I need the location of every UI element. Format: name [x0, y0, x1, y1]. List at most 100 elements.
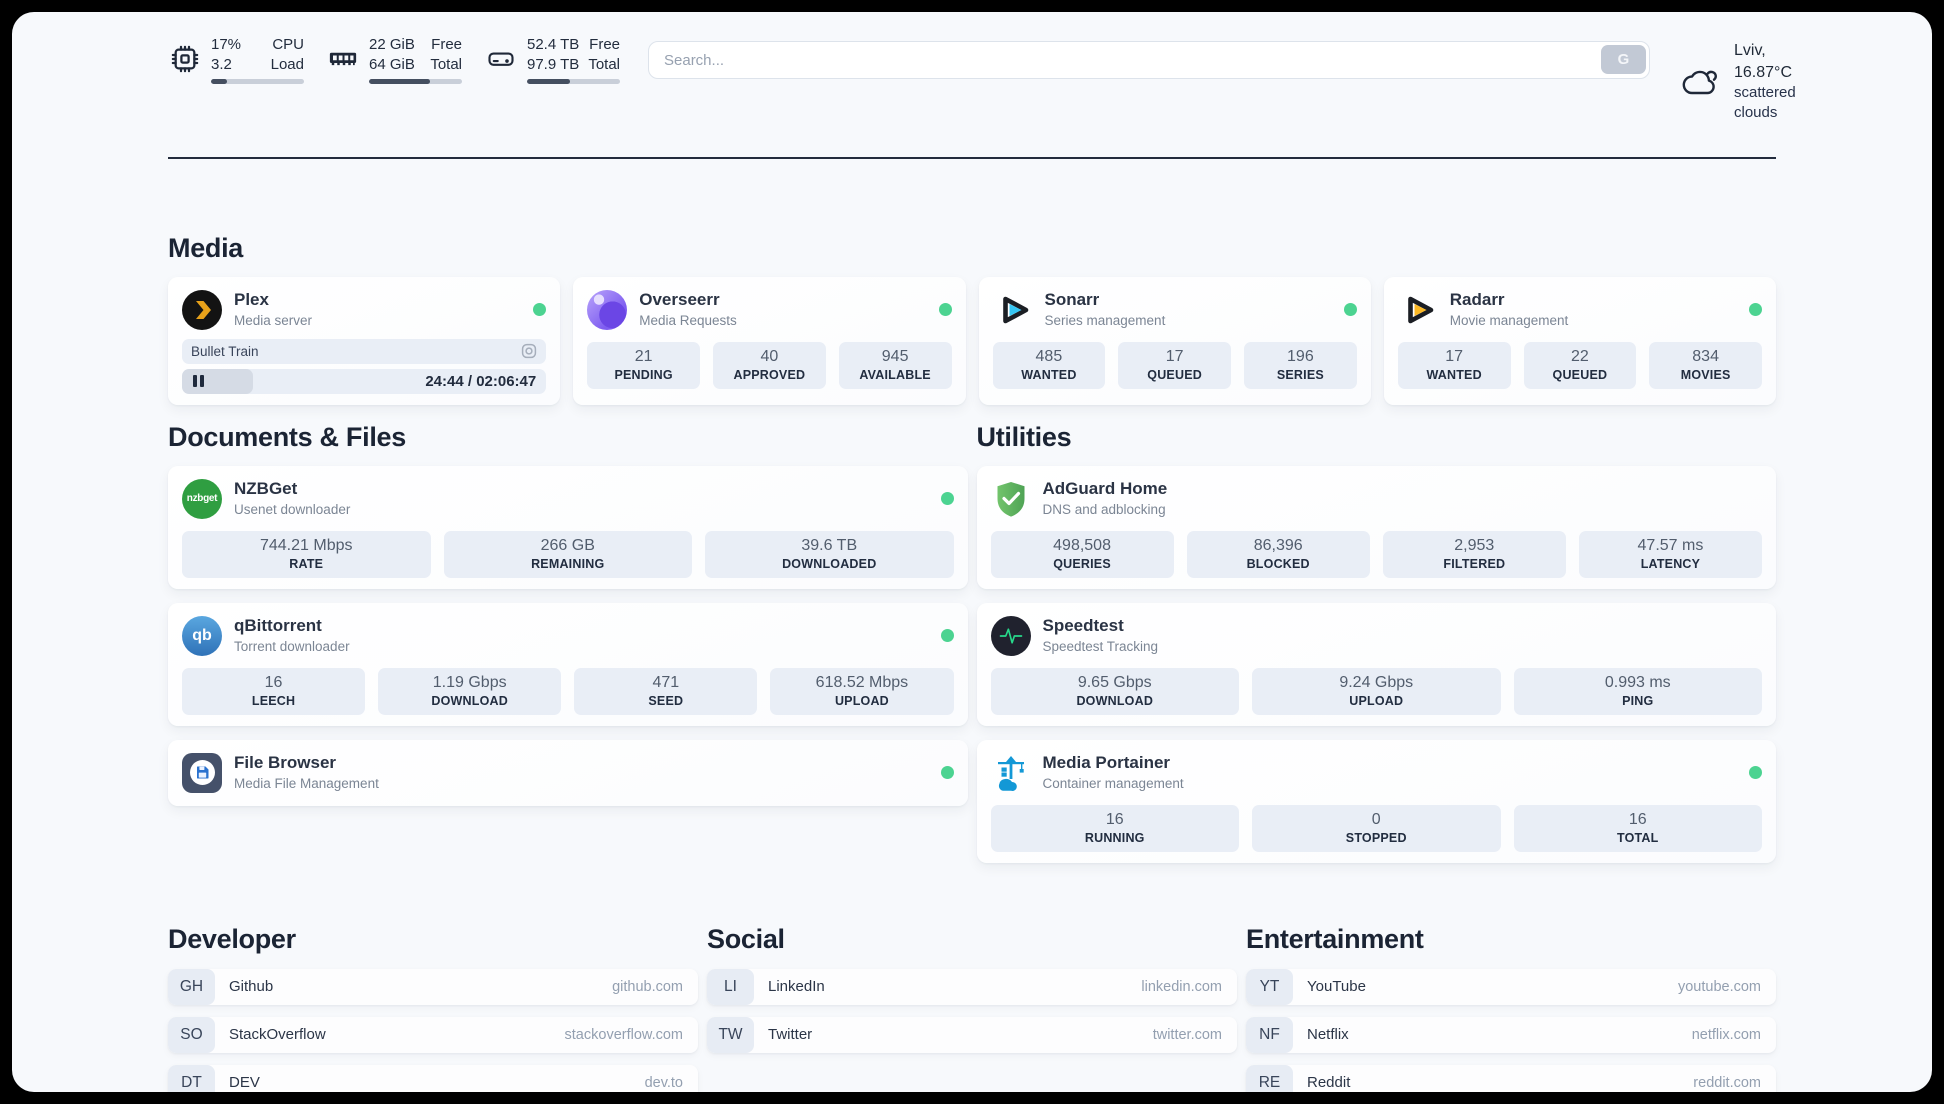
- bookmark-row-stackoverflow[interactable]: SO StackOverflow stackoverflow.com: [168, 1016, 698, 1053]
- service-name: qBittorrent: [234, 616, 322, 636]
- status-dot: [940, 492, 954, 506]
- radarr-card[interactable]: Radarr Movie management 17 WANTED 22 QUE…: [1383, 276, 1776, 405]
- bookmark-row-linkedin[interactable]: LI LinkedIn linkedin.com: [707, 968, 1237, 1005]
- pause-icon: [193, 375, 204, 388]
- bookmark-name: YouTube: [1307, 978, 1366, 996]
- disk-total-value: 97.9 TB: [527, 55, 580, 73]
- header-divider: [168, 156, 1776, 159]
- bookmark-row-youtube[interactable]: YT YouTube youtube.com: [1246, 968, 1776, 1005]
- service-subtitle: Usenet downloader: [234, 501, 351, 517]
- section-utilities: Utilities: [976, 422, 1776, 863]
- bookmark-name: DEV: [229, 1074, 260, 1092]
- service-subtitle: Container management: [1042, 775, 1184, 791]
- stat-total: 16 TOTAL: [1513, 804, 1762, 852]
- bookmark-url: dev.to: [644, 1074, 683, 1091]
- service-name: Sonarr: [1044, 290, 1100, 310]
- bookmark-row-dev[interactable]: DT DEV dev.to: [168, 1064, 698, 1092]
- cpu-label: CPU: [272, 36, 304, 53]
- service-name: Plex: [234, 290, 269, 310]
- portainer-icon: [991, 753, 1031, 793]
- bookmark-abbr: DT: [168, 1064, 215, 1092]
- search-input[interactable]: [648, 41, 1650, 79]
- section-title-media: Media: [168, 232, 244, 263]
- service-name: File Browser: [234, 753, 337, 773]
- bookmark-url: linkedin.com: [1141, 978, 1222, 995]
- bookmark-group-social: Social LI LinkedIn linkedin.com TW Twitt…: [707, 924, 1237, 1092]
- stat-available: 945 AVAILABLE: [838, 341, 952, 389]
- overseerr-card[interactable]: Overseerr Media Requests 21 PENDING 40 A…: [573, 276, 966, 405]
- speedtest-card[interactable]: Speedtest Speedtest Tracking 9.65 Gbps D…: [976, 602, 1776, 726]
- bookmark-url: github.com: [612, 978, 683, 995]
- stat-remaining: 266 GB REMAINING: [443, 530, 692, 578]
- stat-upload: 618.52 Mbps UPLOAD: [770, 667, 954, 715]
- bookmark-group-developer: Developer GH Github github.com SO StackO…: [168, 924, 698, 1092]
- bookmark-abbr: RE: [1246, 1064, 1293, 1092]
- sonarr-icon: [993, 290, 1033, 330]
- section-media: Media Plex Media server: [168, 233, 1776, 405]
- stat-movies: 834 MOVIES: [1649, 341, 1762, 389]
- portainer-card[interactable]: Media Portainer Container management 16 …: [976, 739, 1776, 863]
- now-playing-row: Bullet Train: [182, 338, 547, 364]
- adguard-card[interactable]: AdGuard Home DNS and adblocking 498,508 …: [976, 465, 1776, 589]
- service-name: AdGuard Home: [1042, 479, 1168, 499]
- bookmark-row-github[interactable]: GH Github github.com: [168, 968, 698, 1005]
- stat-leech: 16 LEECH: [182, 667, 366, 715]
- service-name: Overseerr: [639, 290, 720, 310]
- qbittorrent-card[interactable]: qb qBittorrent Torrent downloader 16: [168, 602, 968, 726]
- bookmark-row-netflix[interactable]: NF Netflix netflix.com: [1246, 1016, 1776, 1053]
- filebrowser-card[interactable]: File Browser Media File Management: [168, 739, 968, 806]
- nzbget-icon: nzbget: [182, 478, 222, 519]
- bookmark-abbr: LI: [707, 968, 754, 1005]
- bookmark-name: Reddit: [1307, 1074, 1351, 1092]
- bookmark-row-twitter[interactable]: TW Twitter twitter.com: [707, 1016, 1237, 1053]
- search-bar: G: [648, 41, 1650, 79]
- plex-card[interactable]: Plex Media server Bullet Train: [168, 276, 561, 405]
- cpu-widget: 17% 3.2 CPU Load: [168, 35, 304, 84]
- stat-filtered: 2,953 FILTERED: [1382, 530, 1566, 578]
- qbittorrent-icon: qb: [182, 615, 222, 656]
- bookmarks-area: Developer GH Github github.com SO StackO…: [168, 924, 1776, 1092]
- nzbget-card[interactable]: nzbget NZBGet Usenet downloader 744.21 M…: [168, 465, 968, 589]
- stat-blocked: 86,396 BLOCKED: [1186, 530, 1370, 578]
- disk-icon: [484, 42, 518, 76]
- dashboard-page: 17% 3.2 CPU Load: [12, 12, 1932, 1092]
- memory-total-value: 64 GiB: [369, 55, 415, 73]
- stat-download: 9.65 Gbps DOWNLOAD: [990, 667, 1239, 715]
- service-subtitle: Speedtest Tracking: [1042, 638, 1159, 654]
- stat-queries: 498,508 QUERIES: [990, 530, 1174, 578]
- bookmark-url: netflix.com: [1691, 1026, 1761, 1043]
- memory-total-label: Total: [430, 55, 462, 73]
- bookmark-url: stackoverflow.com: [564, 1026, 683, 1043]
- service-name: NZBGet: [234, 479, 298, 499]
- playback-progress: 24:44 / 02:06:47: [182, 368, 547, 394]
- stat-series: 196 SERIES: [1244, 341, 1357, 389]
- stat-wanted: 17 WANTED: [1397, 341, 1511, 389]
- memory-free-value: 22 GiB: [369, 36, 415, 53]
- stat-upload: 9.24 Gbps UPLOAD: [1252, 667, 1501, 715]
- service-name: Speedtest: [1042, 616, 1124, 636]
- filebrowser-icon: [182, 752, 222, 793]
- service-subtitle: Media File Management: [234, 775, 379, 791]
- memory-widget: 22 GiB 64 GiB Free Total: [326, 35, 462, 84]
- disk-total-label: Total: [588, 55, 620, 73]
- plex-icon: [182, 289, 222, 330]
- status-dot: [1749, 766, 1762, 780]
- bookmark-url: twitter.com: [1152, 1026, 1222, 1043]
- status-dot: [533, 303, 547, 317]
- cpu-usage-value: 17%: [211, 36, 242, 53]
- bookmark-row-reddit[interactable]: RE Reddit reddit.com: [1246, 1064, 1776, 1092]
- search-provider-button[interactable]: G: [1601, 45, 1646, 74]
- bookmark-url: reddit.com: [1693, 1074, 1761, 1091]
- stat-running: 16 RUNNING: [990, 804, 1239, 852]
- service-subtitle: Media server: [234, 312, 313, 328]
- top-bar: 17% 3.2 CPU Load: [168, 35, 1796, 124]
- stat-stopped: 0 STOPPED: [1252, 804, 1501, 852]
- now-playing-title: Bullet Train: [191, 343, 259, 359]
- status-dot: [940, 766, 954, 780]
- sonarr-card[interactable]: Sonarr Series management 485 WANTED 17 Q…: [978, 276, 1371, 405]
- bookmark-group-entertainment: Entertainment YT YouTube youtube.com NF …: [1246, 924, 1776, 1092]
- weather-widget: Lviv, 16.87°C scattered clouds: [1680, 40, 1796, 124]
- disk-free-value: 52.4 TB: [527, 36, 580, 53]
- stat-download: 1.19 Gbps DOWNLOAD: [378, 667, 562, 715]
- service-subtitle: Torrent downloader: [234, 638, 350, 654]
